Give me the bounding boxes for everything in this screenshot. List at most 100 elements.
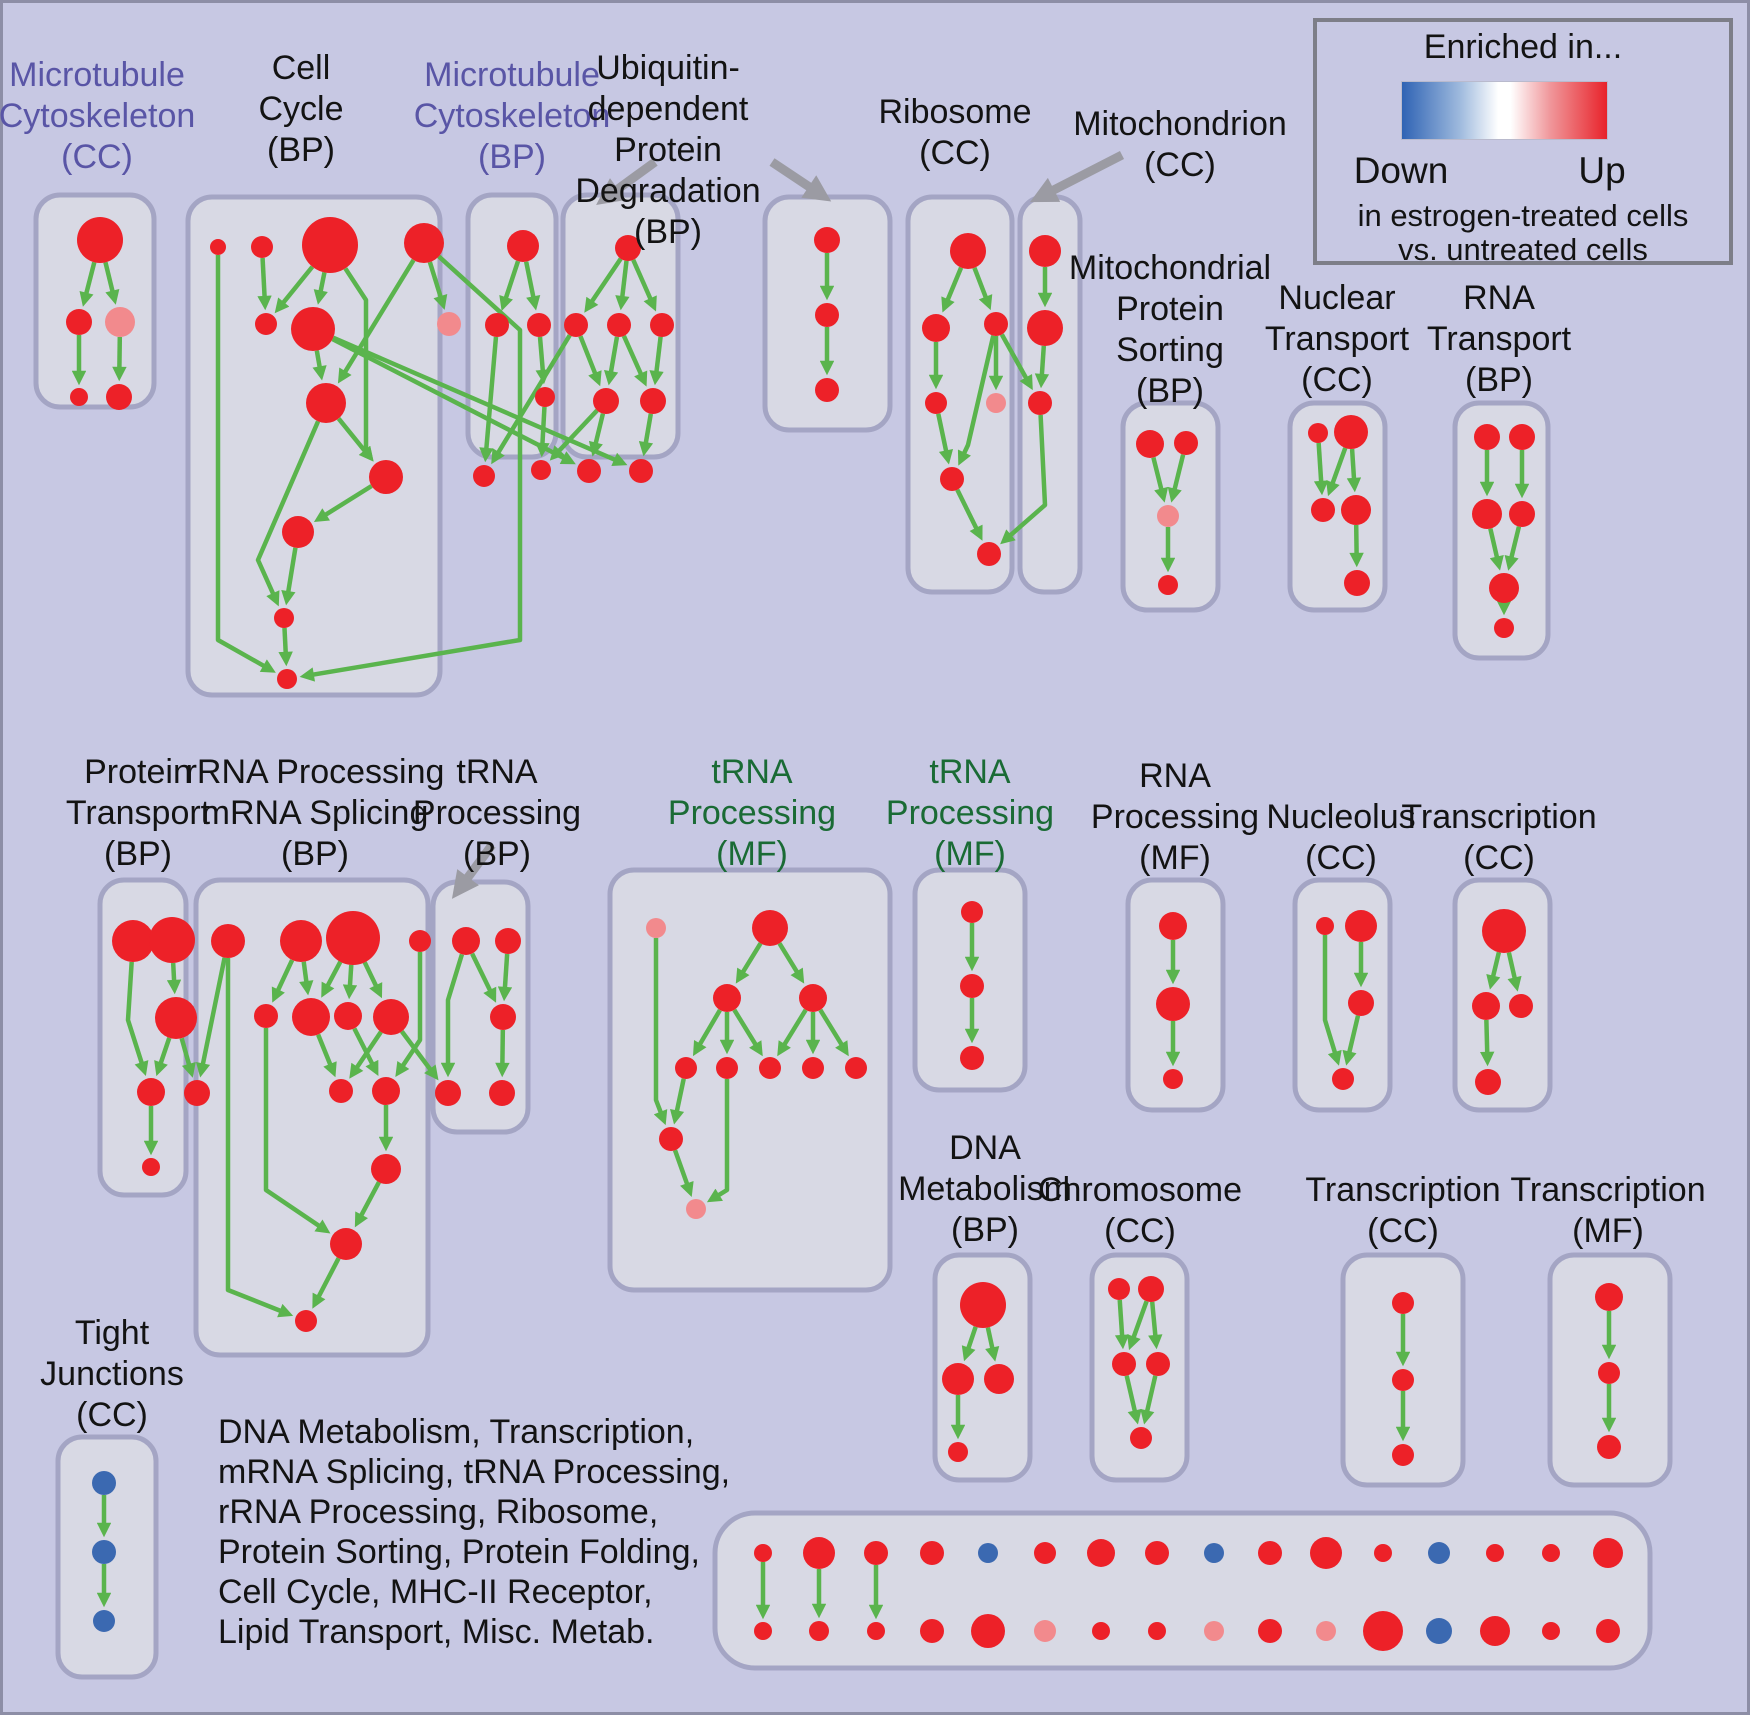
node-trna-processing-mf-small-1 — [960, 974, 984, 998]
edge — [1114, 1299, 1130, 1350]
node-ubiquitin-right-2 — [815, 378, 839, 402]
edge — [578, 335, 602, 387]
node-nucleolus-cc-2 — [1348, 990, 1374, 1016]
node-rrna-mrna-bp-9 — [372, 1077, 400, 1105]
node-misc-combined-row-21 — [1034, 1620, 1056, 1642]
node-cell-cycle-bp-1 — [251, 236, 273, 258]
node-trna-processing-mf-large-2 — [713, 984, 741, 1012]
label-mito-sorting: Mitochondrial Protein Sorting (BP) — [1068, 249, 1272, 410]
cluster-box-rrna-mrna-bp — [193, 877, 431, 1358]
edge — [331, 337, 576, 465]
node-tight-junctions-cc-0 — [92, 1471, 116, 1495]
cluster-box-cell-cycle-bp — [185, 194, 443, 698]
edge — [615, 260, 630, 311]
node-microtubule-cytoskeleton-bp-1 — [485, 313, 509, 337]
label-nuclear-transport: Nuclear Transport (CC) — [1264, 279, 1410, 399]
node-tight-junctions-cc-2 — [93, 1610, 115, 1632]
edge — [499, 260, 521, 311]
edge — [342, 964, 358, 1000]
edge — [225, 958, 294, 1318]
node-protein-transport-bp-5 — [142, 1158, 160, 1176]
node-protein-transport-bp-1 — [149, 917, 195, 963]
edge — [395, 952, 423, 1078]
cluster-box-microtubule-cytoskeleton-cc — [33, 192, 157, 410]
node-rrna-mrna-bp-2 — [326, 911, 380, 965]
edge — [312, 1257, 341, 1309]
node-ribosome-cc-3 — [925, 392, 947, 414]
edge — [362, 961, 383, 999]
edge — [1148, 1301, 1163, 1350]
label-cell-cycle: Cell Cycle (BP) — [258, 49, 344, 169]
edge — [1506, 951, 1522, 992]
node-ubiquitin-left-1 — [564, 313, 588, 337]
node-misc-combined-row-7 — [1145, 1541, 1169, 1565]
node-misc-combined-row-23 — [1148, 1622, 1166, 1640]
edge — [491, 334, 572, 465]
node-trna-processing-bp-1 — [495, 928, 521, 954]
edge — [957, 335, 996, 466]
label-ribosome: Ribosome (CC) — [878, 93, 1032, 172]
node-microtubule-cytoskeleton-bp-0 — [507, 230, 539, 262]
node-rna-transport-bp-4 — [1489, 573, 1519, 603]
node-rrna-mrna-bp-0 — [211, 924, 245, 958]
node-tight-junctions-cc-1 — [92, 1540, 116, 1564]
legend-box: Enriched in... Down Up in estrogen-treat… — [1313, 18, 1733, 267]
label-rna-transport: RNA Transport (BP) — [1426, 279, 1572, 399]
label-transcription-cc-2: Transcription (CC) — [1305, 1171, 1501, 1250]
label-ubiquitin: Ubiquitin- dependent Protein Degradation… — [575, 49, 761, 251]
node-ribosome-cc-5 — [940, 467, 964, 491]
node-ubiquitin-right-1 — [815, 303, 839, 327]
node-misc-combined-row-26 — [1316, 1621, 1336, 1641]
node-mitochondrial-protein-sorting-bp-1 — [1174, 431, 1198, 455]
edge — [166, 962, 182, 995]
node-rrna-mrna-bp-6 — [334, 1002, 362, 1030]
edge — [215, 255, 276, 673]
node-misc-combined-row-13 — [1486, 1544, 1504, 1562]
node-trna-processing-bp-2 — [490, 1004, 516, 1030]
edge — [818, 1008, 849, 1057]
node-ribosome-cc-2 — [984, 312, 1008, 336]
label-microtubule-bp: Microtubule Cytoskeleton (BP) — [413, 56, 611, 176]
label-dna-metabolism: DNA Metabolism (BP) — [898, 1129, 1072, 1249]
node-chromosome-cc-0 — [1108, 1278, 1130, 1300]
edge — [103, 261, 120, 305]
edge — [278, 627, 293, 667]
node-trna-processing-mf-large-9 — [659, 1127, 683, 1151]
edge — [936, 413, 954, 465]
edge — [1346, 448, 1362, 493]
node-misc-combined-row-28 — [1426, 1618, 1452, 1644]
node-misc-combined-row-12 — [1428, 1542, 1450, 1564]
node-protein-transport-bp-3 — [137, 1078, 165, 1106]
node-transcription-mf-2 — [1597, 1435, 1621, 1459]
edge — [470, 952, 497, 1003]
label-pointer-arrow-1 — [769, 158, 832, 202]
edge — [1000, 414, 1048, 545]
node-cell-cycle-bp-2 — [302, 217, 358, 273]
node-chromosome-cc-1 — [1138, 1276, 1164, 1302]
node-ubiquitin-right-0 — [814, 227, 840, 253]
node-microtubule-cytoskeleton-cc-4 — [106, 384, 132, 410]
edge — [1124, 1375, 1142, 1425]
node-cell-cycle-bp-10 — [277, 669, 297, 689]
node-microtubule-cytoskeleton-cc-1 — [66, 309, 92, 335]
node-misc-combined-row-0 — [754, 1544, 772, 1562]
edge — [941, 266, 964, 313]
edge — [1167, 454, 1186, 503]
label-pointer-arrow-3 — [451, 842, 496, 899]
node-rrna-mrna-bp-10 — [371, 1154, 401, 1184]
edge — [440, 953, 465, 1078]
node-misc-combined-row-25 — [1258, 1619, 1282, 1643]
node-rrna-mrna-bp-3 — [409, 930, 431, 952]
node-trna-processing-mf-large-0 — [646, 918, 666, 938]
edge — [337, 258, 416, 384]
label-tight-junctions: Tight Junctions (CC) — [40, 1314, 184, 1434]
edge — [352, 1027, 379, 1077]
node-mitochondrion-cc-2 — [1028, 391, 1052, 415]
node-rrna-mrna-bp-12 — [295, 1310, 317, 1332]
node-ribosome-cc-6 — [977, 542, 1001, 566]
node-cell-cycle-bp-11 — [437, 312, 461, 336]
node-cell-cycle-bp-6 — [306, 383, 346, 423]
edge — [336, 417, 374, 462]
edge — [588, 413, 606, 457]
